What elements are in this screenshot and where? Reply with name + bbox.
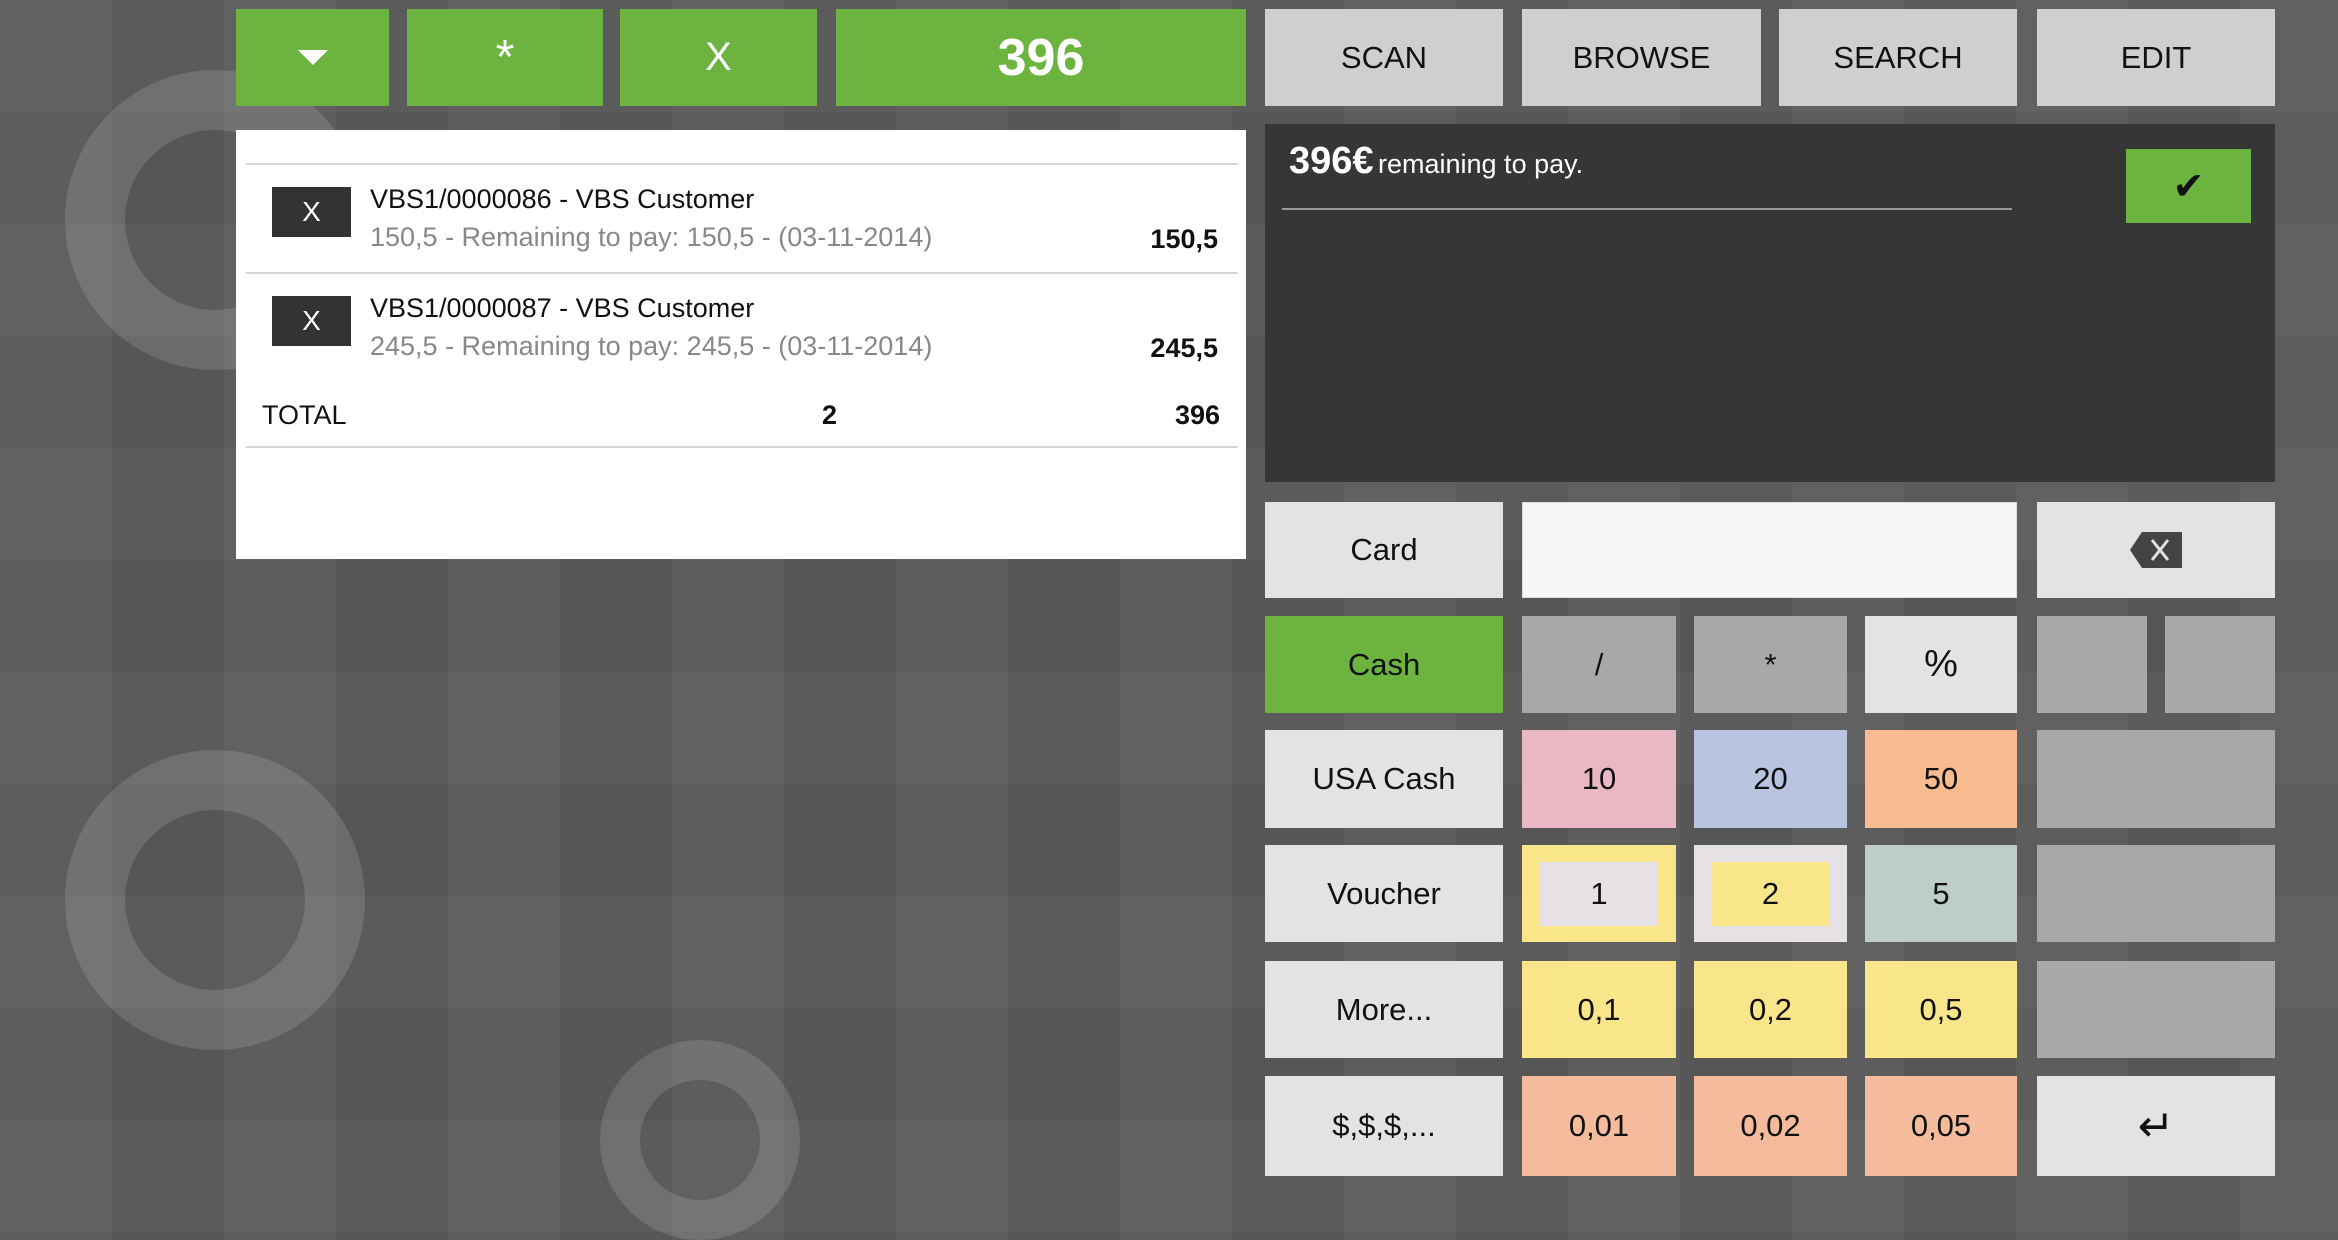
key-0-05[interactable]: 0,05 (1865, 1076, 2017, 1176)
total-count: 2 (822, 400, 838, 430)
clear-button[interactable]: X (620, 9, 817, 106)
confirm-button[interactable]: ✔ (2126, 149, 2251, 223)
blank-key[interactable] (2037, 961, 2275, 1058)
total-display: 396 (836, 9, 1246, 106)
line-amount: 150,5 (1150, 224, 1218, 254)
payment-info-panel: 396€ remaining to pay. ✔ (1265, 124, 2275, 482)
edit-button[interactable]: EDIT (2037, 9, 2275, 106)
divider (246, 446, 1238, 448)
line-subtitle: 150,5 - Remaining to pay: 150,5 - (03-11… (370, 222, 933, 252)
receipt-panel: X VBS1/0000086 - VBS Customer 150,5 - Re… (236, 130, 1246, 559)
line-title: VBS1/0000086 - VBS Customer (370, 184, 755, 214)
key-10[interactable]: 10 (1522, 730, 1676, 828)
backspace-button[interactable] (2037, 502, 2275, 598)
key-1[interactable]: 1 (1522, 845, 1676, 942)
total-label: TOTAL (262, 400, 347, 430)
triangle-down-icon (297, 50, 328, 65)
key-2-label: 2 (1711, 861, 1830, 926)
browse-button[interactable]: BROWSE (1522, 9, 1761, 106)
amount-input[interactable] (1522, 502, 2017, 598)
checkmark-icon: ✔ (2172, 165, 2205, 208)
divider (246, 163, 1238, 165)
blank-key[interactable] (2037, 616, 2147, 713)
op-multiply[interactable]: * (1694, 616, 1847, 713)
key-20[interactable]: 20 (1694, 730, 1847, 828)
key-0-2[interactable]: 0,2 (1694, 961, 1847, 1058)
line-title: VBS1/0000087 - VBS Customer (370, 293, 755, 323)
backspace-icon (2130, 532, 2182, 568)
key-2[interactable]: 2 (1694, 845, 1847, 942)
method-currency[interactable]: $,$,$,... (1265, 1076, 1503, 1176)
method-more[interactable]: More... (1265, 961, 1503, 1058)
method-usa-cash[interactable]: USA Cash (1265, 730, 1503, 828)
key-0-02[interactable]: 0,02 (1694, 1076, 1847, 1176)
method-card[interactable]: Card (1265, 502, 1503, 598)
blank-key[interactable] (2037, 845, 2275, 942)
total-amount: 396 (1174, 400, 1220, 430)
remaining-message: remaining to pay. (1378, 149, 1584, 179)
method-cash[interactable]: Cash (1265, 616, 1503, 713)
line-subtitle: 245,5 - Remaining to pay: 245,5 - (03-11… (370, 331, 933, 361)
method-voucher[interactable]: Voucher (1265, 845, 1503, 942)
blank-key[interactable] (2037, 730, 2275, 828)
op-percent[interactable]: % (1865, 616, 2017, 713)
blank-key[interactable] (2165, 616, 2275, 713)
line-amount: 245,5 (1150, 333, 1218, 363)
key-1-label: 1 (1540, 861, 1658, 926)
key-5[interactable]: 5 (1865, 845, 2017, 942)
remove-line-button[interactable]: X (272, 296, 351, 346)
divider (246, 272, 1238, 274)
key-0-5[interactable]: 0,5 (1865, 961, 2017, 1058)
key-0-1[interactable]: 0,1 (1522, 961, 1676, 1058)
remove-line-button[interactable]: X (272, 187, 351, 237)
remaining-amount: 396€ (1289, 140, 1374, 182)
scan-button[interactable]: SCAN (1265, 9, 1503, 106)
key-0-01[interactable]: 0,01 (1522, 1076, 1676, 1176)
op-divide[interactable]: / (1522, 616, 1676, 713)
enter-button[interactable]: ↵ (2037, 1076, 2275, 1176)
key-50[interactable]: 50 (1865, 730, 2017, 828)
dropdown-button[interactable] (236, 9, 389, 106)
divider (1282, 208, 2012, 210)
star-button[interactable]: * (407, 9, 603, 106)
background-logo (600, 1040, 800, 1240)
remaining-text: 396€ remaining to pay. (1289, 140, 1583, 183)
search-button[interactable]: SEARCH (1779, 9, 2017, 106)
enter-icon: ↵ (2137, 1101, 2175, 1151)
background-logo (65, 750, 365, 1050)
